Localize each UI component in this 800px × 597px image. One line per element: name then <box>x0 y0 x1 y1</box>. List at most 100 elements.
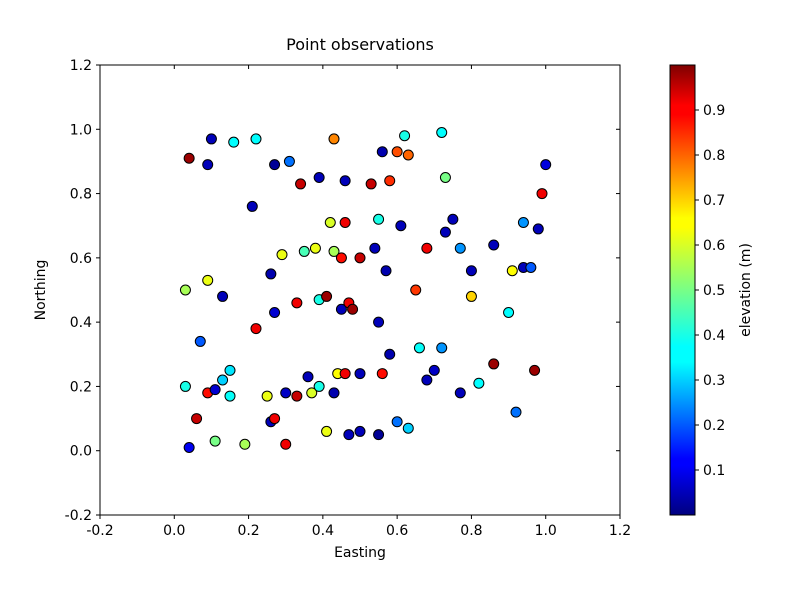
scatter-point <box>411 285 421 295</box>
scatter-point <box>251 324 261 334</box>
scatter-point <box>392 417 402 427</box>
colorbar <box>670 65 695 515</box>
scatter-chart: -0.20.00.20.40.60.81.01.2-0.20.00.20.40.… <box>0 0 800 597</box>
scatter-point <box>422 375 432 385</box>
scatter-point <box>474 378 484 388</box>
scatter-point <box>440 173 450 183</box>
scatter-point <box>218 375 228 385</box>
scatter-point <box>225 391 235 401</box>
scatter-point <box>504 308 514 318</box>
y-tick-label: 0.8 <box>70 187 92 203</box>
scatter-point <box>184 153 194 163</box>
x-tick-label: 0.6 <box>386 523 408 539</box>
colorbar-tick-label: 0.3 <box>703 373 725 389</box>
x-axis-label: Easting <box>334 545 386 561</box>
scatter-point <box>385 349 395 359</box>
scatter-point <box>370 243 380 253</box>
scatter-point <box>489 359 499 369</box>
colorbar-tick-label: 0.6 <box>703 238 725 254</box>
colorbar-tick-label: 0.5 <box>703 283 725 299</box>
scatter-point <box>541 160 551 170</box>
x-tick-label: -0.2 <box>86 523 113 539</box>
colorbar-label: elevation (m) <box>738 243 754 337</box>
scatter-point <box>348 304 358 314</box>
x-tick-label: 0.4 <box>312 523 334 539</box>
scatter-point <box>229 137 239 147</box>
scatter-point <box>403 423 413 433</box>
colorbar-tick-label: 0.4 <box>703 328 725 344</box>
chart-title: Point observations <box>286 35 434 54</box>
scatter-point <box>310 243 320 253</box>
scatter-point <box>374 214 384 224</box>
x-tick-label: 0.8 <box>460 523 482 539</box>
scatter-point <box>455 243 465 253</box>
scatter-point <box>299 246 309 256</box>
scatter-point <box>336 253 346 263</box>
scatter-point <box>218 291 228 301</box>
scatter-point <box>396 221 406 231</box>
y-tick-label: 0.0 <box>70 444 92 460</box>
scatter-point <box>381 266 391 276</box>
scatter-point <box>296 179 306 189</box>
colorbar-tick-label: 0.7 <box>703 193 725 209</box>
scatter-point <box>533 224 543 234</box>
y-tick-label: 0.2 <box>70 379 92 395</box>
scatter-point <box>340 176 350 186</box>
y-tick-label: 1.0 <box>70 122 92 138</box>
scatter-point <box>344 430 354 440</box>
scatter-point <box>203 275 213 285</box>
scatter-point <box>322 426 332 436</box>
scatter-point <box>203 160 213 170</box>
scatter-point <box>537 189 547 199</box>
scatter-point <box>340 369 350 379</box>
scatter-point <box>429 365 439 375</box>
scatter-point <box>281 388 291 398</box>
scatter-point <box>247 201 257 211</box>
scatter-point <box>314 381 324 391</box>
y-tick-label: -0.2 <box>65 508 92 524</box>
scatter-point <box>314 173 324 183</box>
scatter-point <box>355 426 365 436</box>
scatter-point <box>414 343 424 353</box>
scatter-point <box>180 381 190 391</box>
scatter-point <box>262 391 272 401</box>
y-tick-label: 0.4 <box>70 315 92 331</box>
colorbar-tick-label: 0.9 <box>703 103 725 119</box>
colorbar-tick-label: 0.1 <box>703 463 725 479</box>
scatter-point <box>448 214 458 224</box>
scatter-point <box>281 439 291 449</box>
scatter-point <box>366 179 376 189</box>
scatter-point <box>455 388 465 398</box>
x-tick-label: 1.0 <box>535 523 557 539</box>
scatter-point <box>437 343 447 353</box>
x-tick-label: 0.0 <box>163 523 185 539</box>
scatter-point <box>329 388 339 398</box>
scatter-point <box>210 385 220 395</box>
colorbar-tick-label: 0.2 <box>703 418 725 434</box>
scatter-point <box>240 439 250 449</box>
scatter-point <box>329 134 339 144</box>
colorbar-tick-label: 0.8 <box>703 148 725 164</box>
chart-container: -0.20.00.20.40.60.81.01.2-0.20.00.20.40.… <box>0 0 800 597</box>
scatter-point <box>530 365 540 375</box>
scatter-point <box>526 263 536 273</box>
scatter-point <box>355 369 365 379</box>
scatter-point <box>292 298 302 308</box>
scatter-point <box>385 176 395 186</box>
scatter-point <box>325 218 335 228</box>
scatter-point <box>292 391 302 401</box>
scatter-point <box>206 134 216 144</box>
scatter-point <box>210 436 220 446</box>
x-tick-label: 0.2 <box>237 523 259 539</box>
scatter-point <box>403 150 413 160</box>
scatter-point <box>270 308 280 318</box>
scatter-point <box>518 218 528 228</box>
scatter-point <box>422 243 432 253</box>
scatter-point <box>340 218 350 228</box>
scatter-point <box>437 128 447 138</box>
scatter-point <box>251 134 261 144</box>
scatter-point <box>440 227 450 237</box>
scatter-point <box>466 291 476 301</box>
scatter-point <box>355 253 365 263</box>
scatter-point <box>466 266 476 276</box>
